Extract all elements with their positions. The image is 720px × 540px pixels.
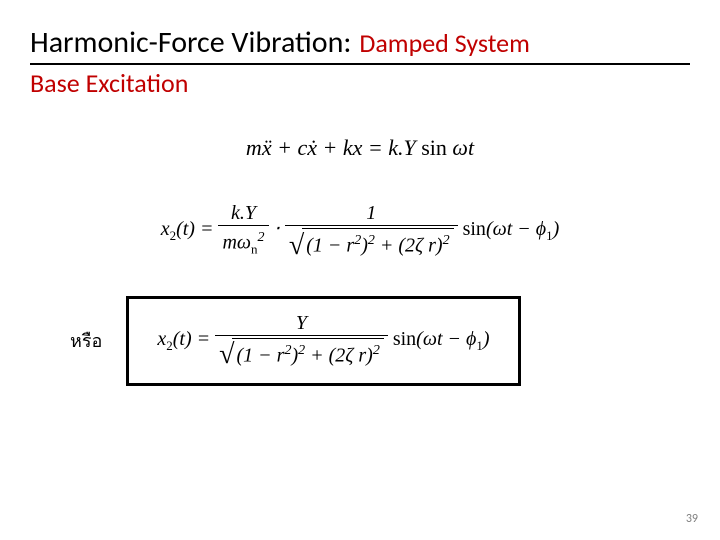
eq2-frac1-den-sup: 2 — [258, 230, 265, 245]
eq2-frac2-den: √ (1 − r2)2 + (2ζ r)2 — [285, 226, 458, 260]
eq2-sin: sin — [463, 218, 486, 240]
eq1-plus2: + — [317, 135, 343, 160]
eq3-arg-close: ) — [483, 328, 490, 350]
eq2-frac2-num: 1 — [285, 201, 458, 226]
eq3-frac: Y √ (1 − r2)2 + (2ζ r)2 — [215, 311, 388, 370]
eq3-x: x — [157, 328, 166, 350]
eq1-m: m — [246, 135, 262, 160]
slide: Harmonic-Force Vibration: Damped System … — [0, 0, 720, 540]
eq2-t: (t) = — [176, 218, 218, 240]
eq2-rad-a-sup2: 2 — [368, 233, 375, 248]
eq1-c: c — [297, 135, 307, 160]
page-number: 39 — [686, 512, 698, 526]
or-label: หรือ — [70, 326, 102, 355]
eq2-arg-close: ) — [553, 218, 560, 240]
equation-x2-full: x2(t) = k.Y mωn2 ⋅ 1 √ (1 − r2)2 + (2ζ r… — [30, 201, 690, 260]
eq1-plus1: + — [272, 135, 298, 160]
eq1-xdot: ẋ — [307, 135, 317, 160]
eq3-rad-a: (1 − r — [236, 344, 284, 366]
eq2-x: x — [161, 218, 170, 240]
eq3-rad-plus: + — [305, 344, 329, 366]
eq2-rad-plus: + — [375, 235, 399, 257]
eq1-kY: k.Y — [388, 135, 416, 160]
equation-ode: mẍ + cẋ + kx = k.Y sin ωt — [30, 135, 690, 161]
title-underline — [30, 63, 690, 65]
eq3-radicand: (1 − r2)2 + (2ζ r)2 — [232, 338, 383, 370]
eq1-wt: ωt — [452, 135, 474, 160]
eq3-num: Y — [215, 311, 388, 336]
title-row: Harmonic-Force Vibration: Damped System — [30, 24, 690, 61]
eq2-dot: ⋅ — [274, 218, 285, 240]
eq3-rad-b: (2ζ r) — [329, 344, 373, 366]
eq2-frac1: k.Y mωn2 — [218, 201, 268, 259]
equation-box: x2(t) = Y √ (1 − r2)2 + (2ζ r)2 sin(ωt −… — [126, 296, 520, 387]
equation-x2-simplified: x2(t) = Y √ (1 − r2)2 + (2ζ r)2 sin(ωt −… — [157, 328, 489, 350]
eq3-den: √ (1 − r2)2 + (2ζ r)2 — [215, 336, 388, 370]
eq3-rad-b-sup: 2 — [373, 343, 380, 358]
eq1-eq: = — [362, 135, 388, 160]
eq3-arg-open: (ωt − ϕ — [416, 328, 476, 350]
eq2-rad-a: (1 − r — [306, 235, 354, 257]
eq2-frac1-den-mw: mω — [222, 232, 251, 254]
eq2-rad-b: (2ζ r) — [398, 235, 442, 257]
title-red: Damped System — [359, 27, 530, 59]
eq2-arg-open: (ωt − ϕ — [486, 218, 546, 240]
eq2-frac2: 1 √ (1 − r2)2 + (2ζ r)2 — [285, 201, 458, 260]
eq2-sqrt: √ (1 − r2)2 + (2ζ r)2 — [289, 228, 454, 260]
eq1-sin: sin — [416, 135, 453, 160]
eq1-kx: kx — [343, 135, 363, 160]
eq2-frac1-den: mωn2 — [218, 226, 268, 259]
eq2-rad-a-close: ) — [361, 235, 368, 257]
eq3-sqrt: √ (1 − r2)2 + (2ζ r)2 — [219, 338, 384, 370]
eq2-radicand: (1 − r2)2 + (2ζ r)2 — [302, 228, 453, 260]
equation-x2-boxed-row: หรือ x2(t) = Y √ (1 − r2)2 + (2ζ r)2 — [30, 296, 690, 387]
title-main: Harmonic-Force Vibration: — [30, 24, 351, 61]
eq2-rad-b-sup: 2 — [443, 233, 450, 248]
subtitle: Base Excitation — [30, 67, 690, 99]
eq2-frac1-num: k.Y — [218, 201, 268, 226]
eq1-xddot: ẍ — [262, 135, 272, 160]
eq3-t: (t) = — [173, 328, 215, 350]
eq3-sin: sin — [393, 328, 416, 350]
